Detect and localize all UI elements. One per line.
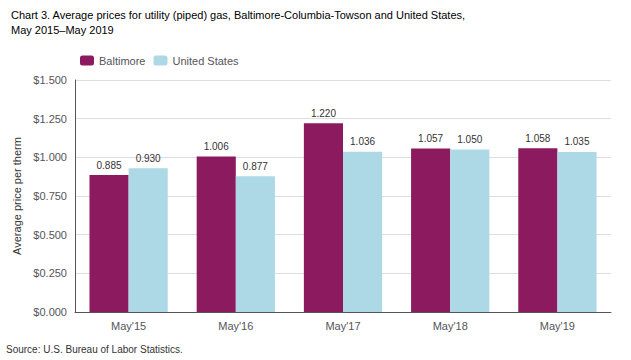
svg-text:0.930: 0.930 [136, 153, 161, 164]
svg-text:Average price per therm: Average price per therm [11, 137, 23, 255]
svg-text:1.057: 1.057 [418, 133, 443, 144]
svg-text:Chart 3. Average prices for ut: Chart 3. Average prices for utility (pip… [11, 9, 465, 21]
svg-text:1.036: 1.036 [350, 136, 375, 147]
svg-text:May'18: May'18 [433, 320, 468, 332]
svg-text:May'19: May'19 [540, 320, 575, 332]
svg-text:May 2015–May 2019: May 2015–May 2019 [11, 24, 114, 36]
svg-text:1.035: 1.035 [564, 136, 589, 147]
svg-text:1.006: 1.006 [204, 141, 229, 152]
svg-text:$0.750: $0.750 [33, 190, 67, 202]
svg-text:1.058: 1.058 [525, 133, 550, 144]
svg-text:May'16: May'16 [218, 320, 253, 332]
svg-text:0.877: 0.877 [243, 161, 268, 172]
svg-text:0.885: 0.885 [97, 160, 122, 171]
svg-text:Source: U.S. Bureau of Labor S: Source: U.S. Bureau of Labor Statistics. [6, 344, 183, 355]
svg-text:$0.250: $0.250 [33, 267, 67, 279]
svg-text:$0.500: $0.500 [33, 229, 67, 241]
svg-text:1.220: 1.220 [311, 108, 336, 119]
svg-text:$1.000: $1.000 [33, 151, 67, 163]
svg-text:United States: United States [172, 55, 239, 67]
svg-text:1.050: 1.050 [457, 134, 482, 145]
svg-text:May'17: May'17 [325, 320, 360, 332]
svg-text:$0.000: $0.000 [33, 306, 67, 318]
svg-text:$1.500: $1.500 [33, 74, 67, 86]
svg-text:May'15: May'15 [111, 320, 146, 332]
svg-text:Baltimore: Baltimore [99, 55, 145, 67]
svg-text:$1.250: $1.250 [33, 113, 67, 125]
